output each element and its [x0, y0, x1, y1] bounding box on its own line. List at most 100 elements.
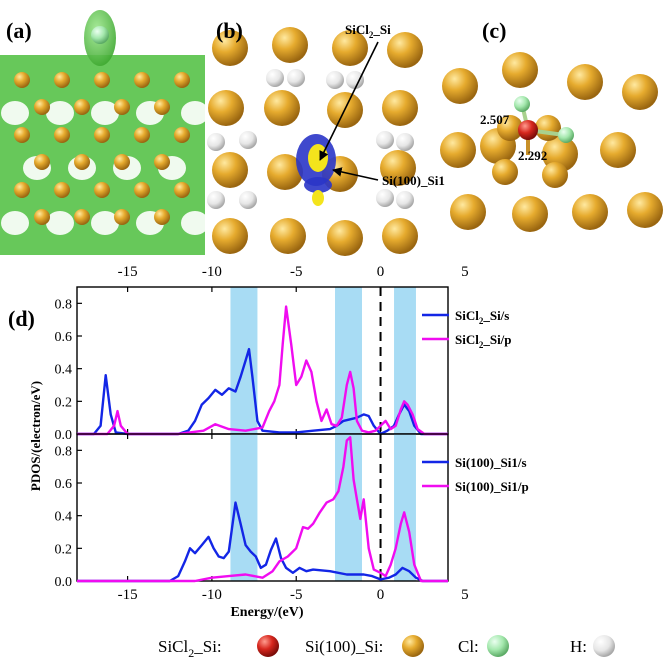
si-atom — [14, 72, 30, 88]
y-tick-label: 0.2 — [55, 395, 73, 410]
adsorption-site-atoms — [440, 52, 663, 232]
si-atom — [600, 132, 636, 168]
y-tick-label: 0.6 — [55, 477, 73, 492]
x-axis-label: Energy/(eV) — [230, 605, 303, 620]
legend-sicl2-swatch — [257, 635, 279, 657]
plot-frame — [76, 286, 449, 435]
si-atom — [542, 162, 568, 188]
si-atom — [212, 30, 248, 66]
series-line — [77, 347, 448, 436]
si-atom — [174, 127, 190, 143]
si-atom — [267, 154, 303, 190]
y-tick-label: 0.8 — [55, 444, 73, 459]
bond-length-1: 2.507 — [480, 112, 510, 127]
pointer-arrow-sicl2 — [319, 41, 379, 161]
x-tick-label: 0 — [377, 587, 385, 603]
panel-c: 2.507 2.292 (c) — [440, 18, 663, 232]
top-tick-label: -15 — [118, 264, 138, 280]
si-atom — [440, 132, 476, 168]
legend-cl-label: Cl: — [458, 637, 479, 656]
si-atom — [134, 72, 150, 88]
legend-si100-label: Si(100)_Si: — [305, 637, 383, 656]
si-atom — [34, 209, 50, 225]
h-atom — [207, 191, 225, 209]
si-atom — [34, 99, 50, 115]
atom-legend: SiCl2_Si: Si(100)_Si: Cl: H: — [158, 635, 615, 660]
h-atom — [266, 69, 284, 87]
slab-pore — [91, 101, 119, 125]
si-atom — [154, 209, 170, 225]
legend-label: SiCl2_Si/p — [455, 332, 512, 350]
si-atom — [154, 99, 170, 115]
legend-sicl2-label: SiCl2_Si: — [158, 637, 222, 660]
h-atom — [346, 71, 364, 89]
series-line — [77, 501, 448, 583]
si-atom — [212, 152, 248, 188]
si-atom — [442, 68, 478, 104]
h-atom — [396, 191, 414, 209]
y-tick-label: 0.0 — [55, 575, 73, 590]
top-tick-label: -5 — [290, 264, 303, 280]
si-atom — [74, 209, 90, 225]
sicl2-si-atom — [518, 120, 538, 140]
si-atom — [174, 182, 190, 198]
charge-accumulation-lobe-yellow-lower — [312, 190, 324, 206]
si-atom — [94, 127, 110, 143]
panel-d-label: (d) — [8, 306, 35, 331]
slab-pore — [46, 211, 74, 235]
top-axis: -15 -10 -5 0 5 — [118, 264, 469, 280]
si-atom — [154, 154, 170, 170]
panel-b-annotation-sicl2: SiCl2_Si — [345, 22, 391, 40]
h-atom — [239, 191, 257, 209]
slab-pore — [181, 101, 209, 125]
si-atom — [74, 99, 90, 115]
legend-label: Si(100)_Si1/p — [455, 479, 529, 494]
si-atom — [627, 192, 663, 228]
y-tick-label: 0.8 — [55, 297, 73, 312]
y-tick-label: 0.0 — [55, 428, 73, 443]
si-atom — [54, 72, 70, 88]
energy-band-highlight — [230, 287, 258, 434]
si-atom — [272, 27, 308, 63]
adsorbate-atom — [91, 26, 109, 44]
si-atom — [332, 30, 368, 66]
h-atom — [287, 69, 305, 87]
si-atom — [54, 127, 70, 143]
legend-h-swatch — [593, 635, 615, 657]
si-atom — [134, 127, 150, 143]
si-atom — [572, 194, 608, 230]
cl-atom-1 — [514, 96, 530, 112]
si-atom — [174, 72, 190, 88]
bond-length-2: 2.292 — [518, 148, 547, 163]
panel-c-label: (c) — [482, 18, 506, 43]
pdos-bottom-plot: -15 -10 -5 0 5 0.0 0.2 0.4 0.6 0.8 Si(100)_Si1/s Si… — [55, 433, 529, 603]
x-tick-label: -5 — [290, 587, 303, 603]
pdos-top-plot: 0.0 0.2 0.4 0.6 0.8 SiCl2_Si/s SiCl2_Si/p — [55, 286, 512, 443]
si-atom — [622, 74, 658, 110]
energy-band-highlight — [335, 287, 362, 434]
panel-a: (a) — [0, 10, 209, 255]
si-atom — [114, 154, 130, 170]
si-atom — [327, 220, 363, 256]
top-tick-label: 5 — [461, 264, 469, 280]
si-atom — [114, 209, 130, 225]
si-atom — [34, 154, 50, 170]
si-atom — [134, 182, 150, 198]
h-atom — [376, 189, 394, 207]
legend-cl-swatch — [487, 635, 509, 657]
series-line — [77, 436, 448, 583]
slab-pore — [1, 101, 29, 125]
si-atom — [380, 150, 416, 186]
legend-h-label: H: — [570, 637, 587, 656]
si-atom — [14, 182, 30, 198]
slab-pore — [1, 211, 29, 235]
slab-pore — [91, 211, 119, 235]
h-atom — [239, 131, 257, 149]
si-atom — [94, 72, 110, 88]
si-atom — [492, 159, 518, 185]
h-atom — [396, 133, 414, 151]
si-atom — [212, 218, 248, 254]
si-atom — [114, 99, 130, 115]
slab-atoms — [14, 72, 190, 225]
series-line — [77, 305, 448, 436]
